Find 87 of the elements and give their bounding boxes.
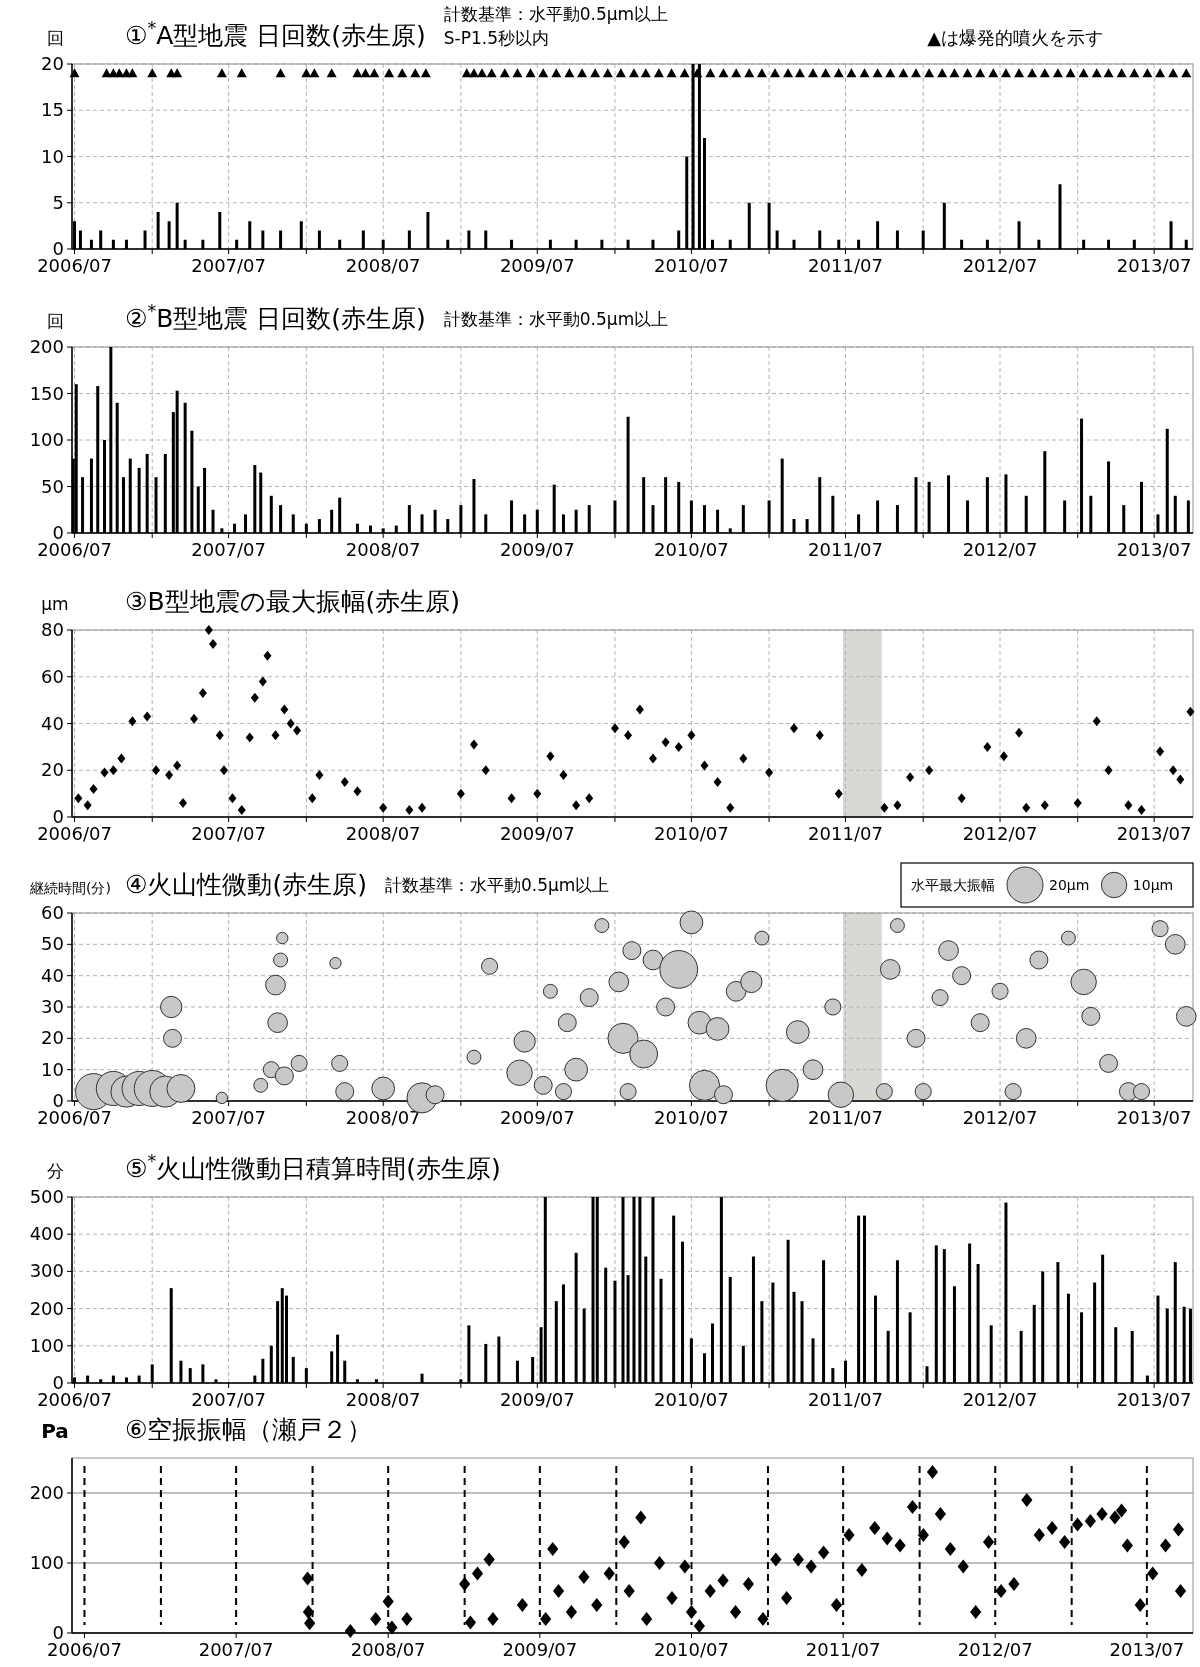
x-tick-label: 2013/07 — [1116, 1107, 1192, 1128]
y-tick-label: 20 — [41, 759, 64, 781]
x-tick-label: 2007/07 — [191, 539, 267, 560]
legend-title: 水平最大振幅 — [911, 877, 995, 893]
x-tick-label: 2007/07 — [191, 823, 267, 844]
x-tick-label: 2010/07 — [654, 823, 729, 844]
x-tick-label: 2011/07 — [808, 539, 883, 560]
y-tick-label: 100 — [29, 1552, 64, 1573]
y-tick-label: 200 — [29, 336, 64, 357]
y-tick-label: 50 — [41, 933, 64, 955]
x-tick-label: 2007/07 — [198, 1639, 274, 1660]
text: ▲は爆発的噴火を示す — [927, 27, 1103, 48]
chart-subtitle: 計数基準：水平動0.5μm以上 — [443, 309, 669, 329]
x-tick-label: 2008/07 — [345, 539, 421, 560]
x-tick-label: 2013/07 — [1116, 1389, 1192, 1410]
chart-title: ③B型地震の最大振幅(赤生原) — [125, 587, 461, 616]
chart-subtitle: 計数基準：水平動0.5μm以上 — [384, 875, 610, 895]
chart-title: ⑥空振振幅（瀬戸２） — [125, 1415, 373, 1444]
y-axis-title: 継続時間(分) — [29, 880, 111, 896]
y-tick-label: 500 — [29, 1186, 64, 1207]
y-tick-label: 60 — [41, 665, 64, 687]
x-tick-label: 2013/07 — [1116, 539, 1192, 560]
legend-label: 20μm — [1049, 877, 1090, 893]
x-tick-label: 2008/07 — [345, 1389, 421, 1410]
y-axis-title: 回 — [46, 311, 64, 331]
y-axis-title: 分 — [46, 1161, 64, 1181]
x-tick-label: 2013/07 — [1109, 1639, 1185, 1660]
x-tick-label: 2009/07 — [499, 255, 575, 276]
x-tick-label: 2007/07 — [191, 1389, 267, 1410]
chart-title: ④火山性微動(赤生原) — [125, 870, 367, 899]
x-tick-label: 2011/07 — [808, 1389, 883, 1410]
legend-label: 10μm — [1132, 877, 1174, 893]
y-tick-label: 200 — [29, 1297, 64, 1319]
y-axis-title: 回 — [46, 28, 64, 48]
y-tick-label: 100 — [29, 1334, 64, 1356]
y-tick-label: 80 — [41, 619, 64, 640]
x-tick-label: 2007/07 — [191, 255, 267, 276]
y-tick-label: 200 — [29, 1482, 64, 1503]
x-tick-label: 2010/07 — [654, 1639, 729, 1660]
x-tick-label: 2010/07 — [654, 1107, 729, 1128]
y-axis-title: Pa — [41, 1419, 69, 1443]
y-tick-label: 50 — [41, 475, 64, 497]
chart-title: ②$^{*}$B型地震 日回数(赤生原) — [125, 301, 426, 333]
x-tick-label: 2013/07 — [1116, 255, 1192, 276]
x-tick-label: 2012/07 — [962, 823, 1038, 844]
x-tick-label: 2008/07 — [345, 1107, 421, 1128]
x-tick-label: 2009/07 — [499, 539, 575, 560]
y-tick-label: 300 — [29, 1260, 64, 1282]
y-tick-label: 40 — [41, 712, 64, 734]
y-tick-label: 10 — [41, 145, 64, 167]
x-tick-label: 2011/07 — [805, 1639, 881, 1660]
x-tick-label: 2009/07 — [499, 823, 575, 844]
x-tick-label: 2008/07 — [345, 255, 421, 276]
y-tick-label: 10 — [41, 1058, 64, 1080]
x-tick-label: 2013/07 — [1116, 823, 1192, 844]
y-tick-label: 40 — [41, 964, 64, 986]
y-tick-label: 400 — [29, 1223, 64, 1245]
y-axis-title: μm — [41, 594, 69, 614]
chart-subtitle: 計数基準：水平動0.5μm以上 — [443, 4, 669, 24]
x-tick-label: 2009/07 — [499, 1107, 575, 1128]
chart-title: ①$^{*}$A型地震 日回数(赤生原) — [125, 18, 426, 50]
x-tick-label: 2011/07 — [808, 823, 883, 844]
x-tick-label: 2012/07 — [962, 1107, 1038, 1128]
x-tick-label: 2012/07 — [962, 1389, 1038, 1410]
chart-title: ⑤$^{*}$火山性微動日積算時間(赤生原) — [125, 1151, 501, 1183]
text: S-P1.5秒以内 — [443, 28, 549, 48]
y-tick-label: 60 — [41, 902, 64, 923]
x-tick-label: 2011/07 — [808, 1107, 883, 1128]
x-tick-label: 2007/07 — [191, 1107, 267, 1128]
x-tick-label: 2009/07 — [499, 1389, 575, 1410]
y-tick-label: 20 — [41, 1027, 64, 1049]
x-tick-label: 2011/07 — [808, 255, 883, 276]
y-tick-label: 150 — [29, 382, 64, 404]
x-tick-label: 2010/07 — [654, 255, 729, 276]
x-tick-label: 2010/07 — [654, 539, 729, 560]
y-tick-label: 20 — [41, 53, 64, 74]
y-tick-label: 100 — [29, 429, 64, 450]
x-tick-label: 2010/07 — [654, 1389, 729, 1410]
x-tick-label: 2012/07 — [957, 1639, 1033, 1660]
x-tick-label: 2012/07 — [962, 255, 1038, 276]
x-tick-label: 2008/07 — [350, 1639, 426, 1660]
x-tick-label: 2012/07 — [962, 539, 1038, 560]
x-tick-label: 2008/07 — [345, 823, 421, 844]
x-tick-label: 2009/07 — [502, 1639, 578, 1660]
y-tick-label: 15 — [41, 99, 64, 121]
y-tick-label: 30 — [41, 996, 64, 1017]
y-tick-label: 5 — [52, 191, 64, 213]
